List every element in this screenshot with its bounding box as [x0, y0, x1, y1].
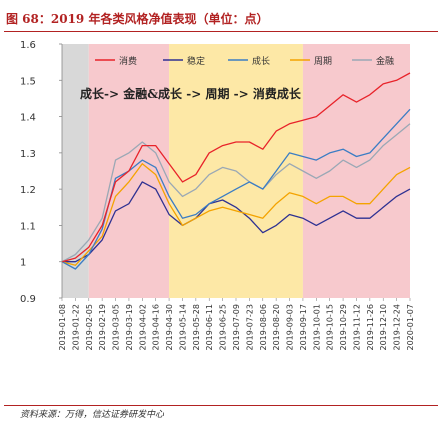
legend-label: 金融 — [376, 55, 394, 67]
x-tick-label: 2019-08-20 — [272, 304, 281, 351]
x-tick-label: 2019-11-12 — [352, 304, 361, 351]
x-tick-label: 2019-08-06 — [259, 304, 268, 351]
x-tick-label: 2019-12-24 — [393, 304, 402, 351]
x-tick-label: 2019-06-25 — [219, 304, 228, 351]
x-tick-label: 2019-09-17 — [299, 304, 308, 351]
series-line-3 — [61, 108, 411, 270]
x-tick-label: 2019-04-16 — [152, 304, 161, 351]
x-tick-label: 2019-10-29 — [339, 304, 348, 351]
x-tick-label: 2019-01-08 — [58, 304, 67, 351]
legend: 消费 稳定 成长 周期 金融 — [95, 55, 394, 67]
source-rule — [4, 405, 438, 406]
style-nav-chart: 0.911.11.21.31.41.51.6 2019-01-08 2019-01… — [20, 40, 415, 351]
series-line-4 — [61, 163, 411, 266]
y-tick-label: 1.2 — [20, 185, 36, 196]
style-rotation-annotation: 成长-> 金融&成长 -> 周期 -> 消费成长 — [80, 86, 302, 101]
x-tick-label: 2019-01-22 — [71, 304, 80, 351]
y-axis-ticks: 0.9 1 1.1 1.2 1.3 1.4 1.5 1.6 — [20, 40, 62, 305]
x-tick-label: 2019-10-01 — [312, 304, 321, 351]
source-note: 资料来源：万得，信达证券研发中心 — [20, 410, 165, 420]
y-tick-label: 1.6 — [20, 40, 36, 51]
x-tick-label: 2019-02-19 — [98, 304, 107, 351]
title-rule — [4, 31, 438, 32]
x-tick-label: 2019-07-23 — [245, 304, 254, 351]
x-tick-label: 2020-01-07 — [406, 304, 415, 351]
legend-label: 周期 — [314, 56, 332, 67]
x-axis-ticks: 2019-01-08 2019-01-22 2019-02-05 2019-02-19… — [58, 298, 415, 351]
x-tick-label: 2019-10-15 — [326, 304, 335, 351]
figure-title: 图 68：2019 年各类风格净值表现（单位：点） — [6, 12, 269, 26]
legend-label: 消费 — [119, 55, 137, 67]
y-tick-label: 1.1 — [20, 221, 36, 232]
legend-label: 稳定 — [187, 55, 205, 67]
series-line-5 — [61, 123, 411, 263]
x-tick-label: 2019-05-28 — [192, 304, 201, 351]
y-tick-label: 1.3 — [20, 149, 36, 160]
x-tick-label: 2019-03-05 — [112, 304, 121, 351]
series-line-1 — [61, 72, 411, 263]
x-tick-label: 2019-03-19 — [125, 304, 134, 351]
legend-label: 成长 — [252, 55, 270, 67]
x-tick-label: 2019-12-10 — [379, 304, 388, 351]
series-lines — [61, 72, 411, 270]
period-band-4 — [302, 44, 410, 298]
x-tick-label: 2019-09-03 — [286, 304, 295, 351]
x-tick-label: 2019-11-26 — [366, 304, 375, 351]
x-tick-label: 2019-05-14 — [178, 304, 187, 351]
x-tick-label: 2019-06-11 — [205, 304, 214, 351]
x-tick-label: 2019-04-02 — [138, 304, 147, 351]
y-tick-label: 0.9 — [20, 294, 36, 305]
x-tick-label: 2019-07-09 — [232, 304, 241, 351]
y-tick-label: 1.4 — [20, 113, 36, 124]
y-tick-label: 1 — [20, 258, 26, 269]
x-tick-label: 2019-02-05 — [85, 304, 94, 351]
y-tick-label: 1.5 — [20, 76, 36, 87]
x-tick-label: 2019-04-30 — [165, 304, 174, 351]
series-line-2 — [62, 181, 411, 263]
